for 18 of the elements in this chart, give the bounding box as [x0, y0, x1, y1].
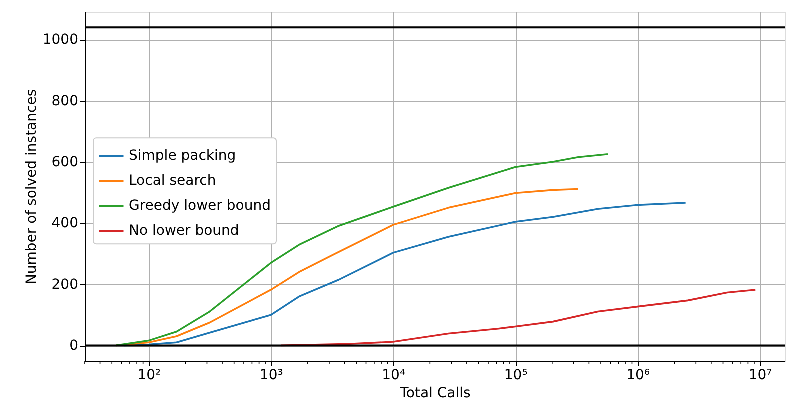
- x-tick-label: 10⁶: [626, 368, 650, 384]
- x-tick-label: 10²: [138, 368, 162, 384]
- y-axis-title: Number of solved instances: [24, 89, 40, 285]
- x-axis-title: Total Calls: [399, 386, 471, 402]
- legend-label: No lower bound: [129, 223, 240, 240]
- legend-label: Simple packing: [129, 148, 236, 164]
- x-tick-label: 10⁴: [382, 368, 406, 384]
- y-tick-label: 400: [52, 216, 78, 232]
- y-tick-label: 1000: [42, 32, 78, 48]
- y-tick-label: 800: [52, 93, 78, 110]
- legend-label: Local search: [129, 173, 216, 190]
- y-tick-label: 0: [70, 338, 78, 354]
- x-tick-label: 10⁵: [504, 368, 528, 384]
- x-tick-label: 10³: [260, 368, 284, 384]
- x-tick-label: 10⁷: [748, 368, 772, 384]
- y-tick-label: 600: [52, 154, 78, 171]
- legend-label: Greedy lower bound: [129, 198, 271, 214]
- y-tick-label: 200: [52, 276, 78, 293]
